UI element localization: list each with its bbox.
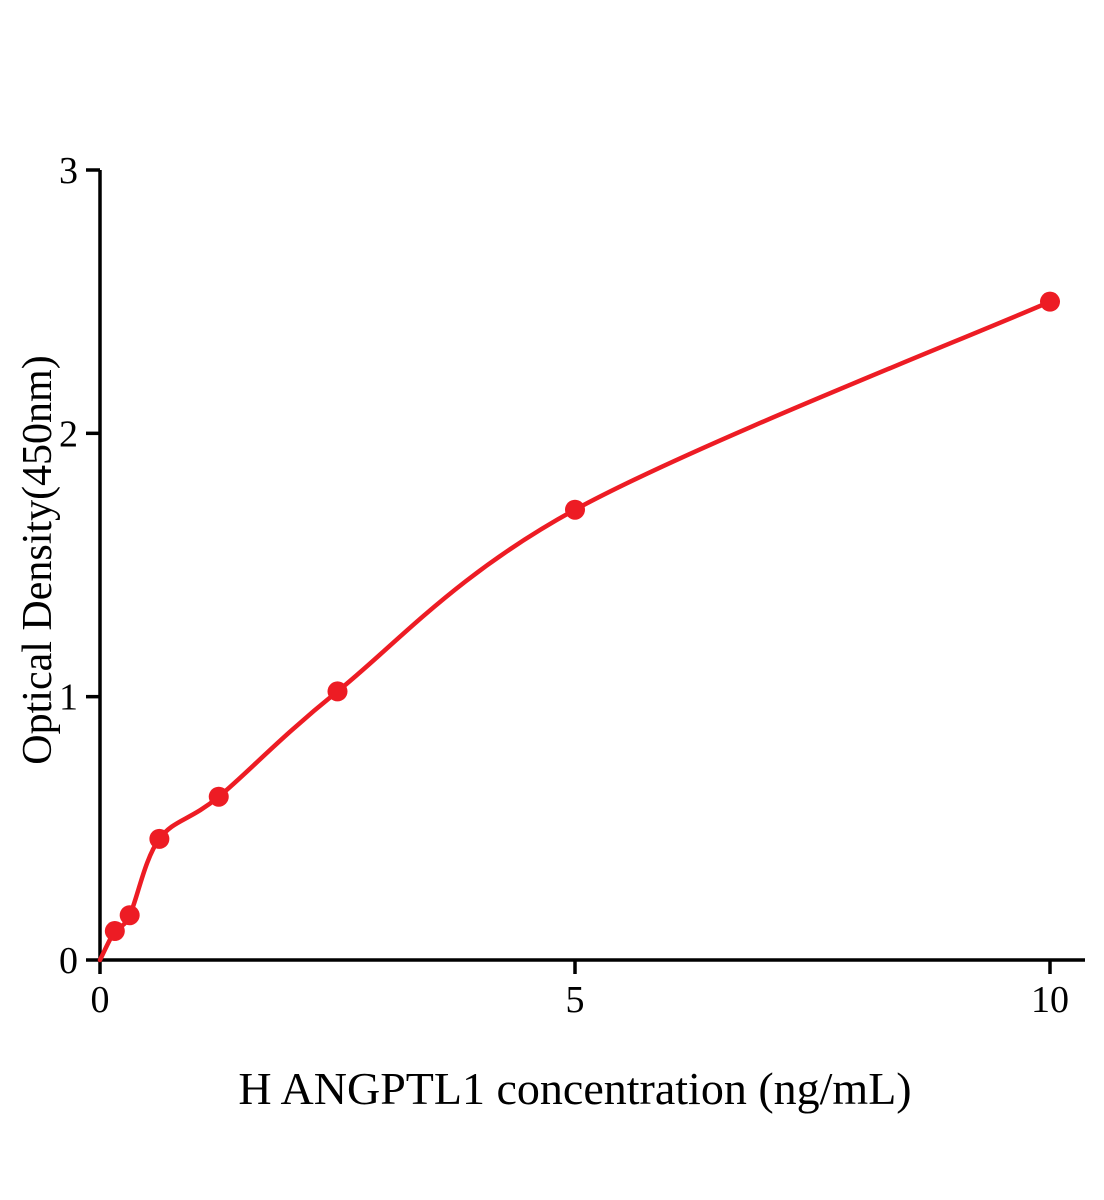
y-tick-label: 1 — [59, 677, 78, 719]
x-axis-title: H ANGPTL1 concentration (ng/mL) — [238, 1063, 912, 1114]
data-point — [565, 499, 585, 520]
data-point — [1040, 291, 1060, 312]
x-tick-label: 10 — [1031, 979, 1069, 1021]
data-point — [208, 786, 229, 807]
y-tick-label: 0 — [59, 940, 78, 982]
data-point — [119, 905, 140, 926]
y-tick-label: 2 — [59, 413, 78, 455]
data-point — [104, 921, 125, 942]
y-axis-title: Optical Density(450nm) — [15, 355, 61, 765]
y-tick-label: 3 — [59, 150, 78, 192]
data-point — [149, 828, 170, 849]
x-tick-label: 0 — [91, 979, 110, 1021]
x-tick-label: 5 — [566, 979, 585, 1021]
data-point — [327, 681, 348, 702]
fitted-curve — [97, 299, 1053, 963]
